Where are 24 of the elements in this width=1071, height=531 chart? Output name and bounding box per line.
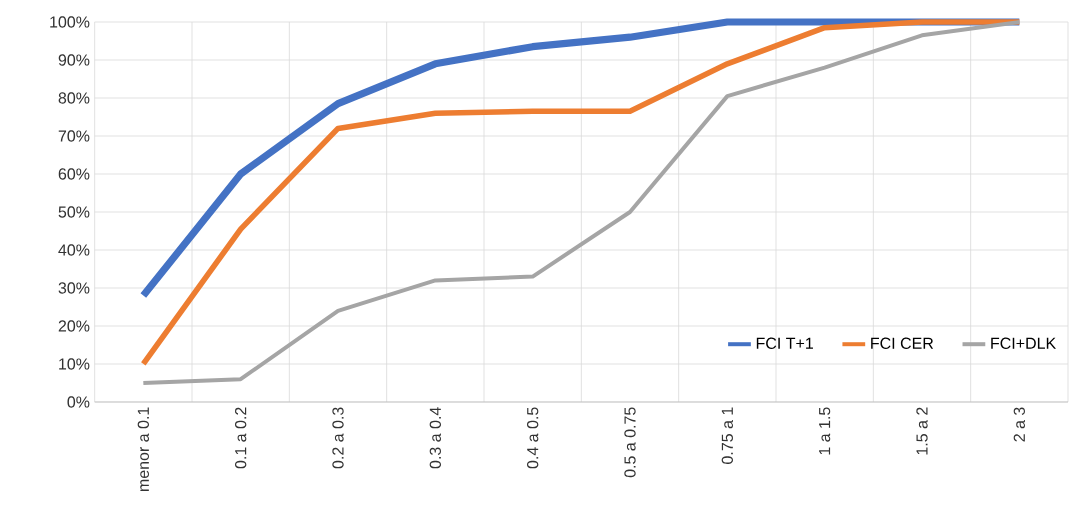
- x-tick-label: 0.3 a 0.4: [429, 407, 441, 469]
- y-tick-label: 60%: [58, 168, 90, 180]
- x-tick-label: 0.75 a 1: [721, 407, 733, 464]
- y-tick-label: 80%: [58, 92, 90, 104]
- y-tick-label: 20%: [58, 320, 90, 332]
- x-tick-label: 0.4 a 0.5: [527, 407, 539, 469]
- y-tick-label: 90%: [58, 54, 90, 66]
- y-tick-label: 50%: [58, 206, 90, 218]
- y-tick-label: 40%: [58, 244, 90, 256]
- legend-label: FCI+DLK: [991, 337, 1057, 349]
- x-tick-label: 2 a 3: [1013, 407, 1025, 442]
- x-tick-label: menor a 0.1: [137, 407, 149, 492]
- y-tick-label: 100%: [50, 16, 90, 28]
- legend-label: FCI CER: [871, 337, 934, 349]
- y-tick-label: 10%: [59, 358, 90, 370]
- x-tick-label: 0.5 a 0.75: [624, 407, 636, 478]
- x-tick-label: 1.5 a 2: [916, 407, 928, 455]
- legend-label: FCI T+1: [756, 337, 813, 349]
- y-tick-label: 0%: [67, 396, 90, 408]
- x-tick-label: 0.2 a 0.3: [332, 407, 344, 469]
- y-tick-label: 70%: [58, 130, 90, 142]
- x-tick-label: 0.1 a 0.2: [235, 407, 247, 469]
- y-tick-label: 30%: [58, 282, 90, 294]
- x-tick-label: 1 a 1.5: [819, 407, 831, 455]
